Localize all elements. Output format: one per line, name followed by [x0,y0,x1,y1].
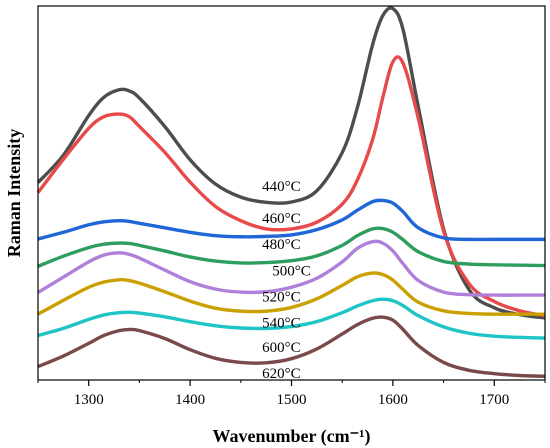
series-line-7 [37,315,546,378]
series-line-1 [36,55,546,318]
series-line-6 [37,297,546,340]
series-line-3 [37,226,546,268]
series-label-4: 520°C [262,289,301,305]
series-label-2: 480°C [262,237,301,253]
labels-layer: 440°C 460°C 480°C 500°C 520°C 540°C 600°C 620°C [262,179,311,382]
y-axis-title: Raman Intensity [4,129,24,258]
series-label-5: 540°C [262,316,301,332]
x-tick-label-1: 1400 [175,392,205,408]
x-axis-title: Wavenumber (cm⁻¹) [212,426,370,447]
x-tick-label-2: 1500 [277,392,307,408]
series-label-3: 500°C [272,263,311,279]
series-label-6: 600°C [262,340,301,356]
series-line-4 [37,239,545,297]
series-label-7: 620°C [262,366,301,382]
x-tick-label-4: 1700 [479,392,509,408]
x-tick-label-3: 1600 [378,392,408,408]
series-label-0: 440°C [262,179,301,195]
series-label-1: 460°C [262,211,301,227]
ticks-layer: 1300 1400 1500 1600 1700 [37,380,546,408]
x-tick-label-0: 1300 [74,392,104,408]
series-layer [36,6,546,378]
series-line-5 [37,271,545,316]
series-line-2 [37,198,545,242]
